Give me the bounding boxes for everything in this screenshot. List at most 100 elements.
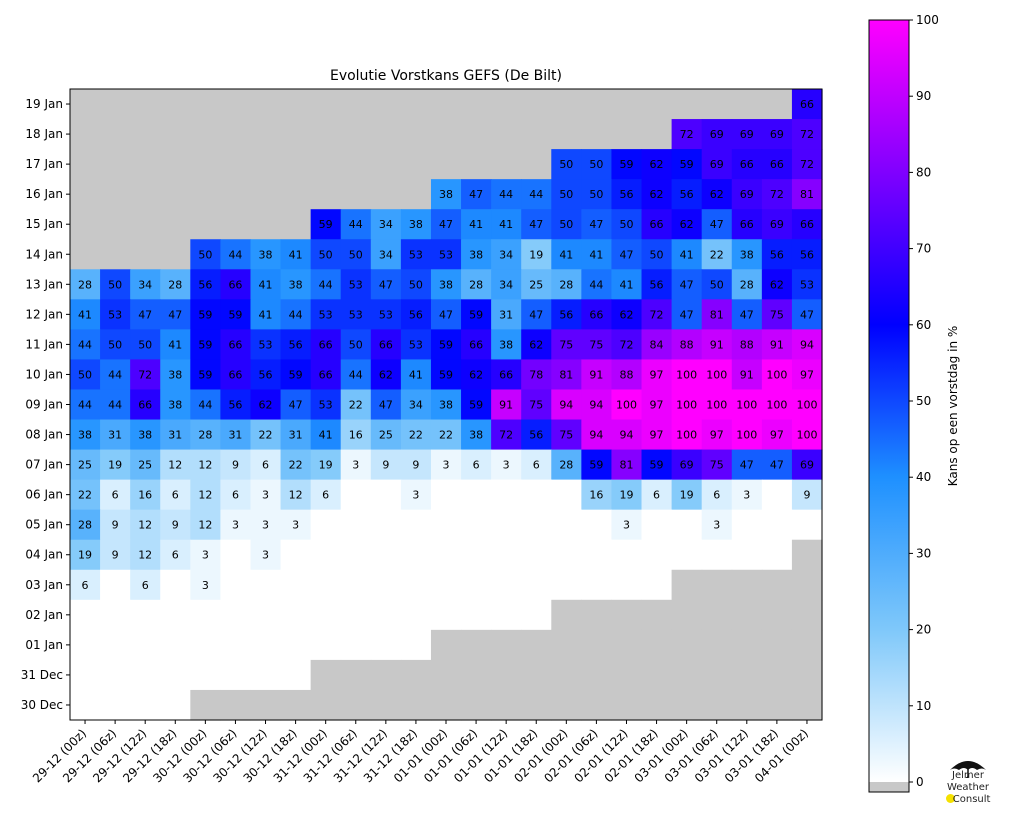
heatmap-cell [370,539,402,571]
heatmap-cell [250,599,282,631]
cell-value-label: 38 [289,278,303,291]
heatmap-cell [160,479,191,511]
logo-line-3-text: Consult [952,794,991,805]
cell-value-label: 22 [259,429,273,442]
heatmap-cell [521,389,552,421]
colorbar-tick-label: 90 [916,89,931,103]
cell-value-label: 41 [469,218,483,231]
cell-value-label: 50 [108,278,122,291]
cell-value-label: 84 [650,338,664,351]
cell-value-label: 6 [142,579,149,592]
heatmap-cell [791,359,823,391]
cell-value-label: 47 [289,399,303,412]
cell-value-label: 59 [319,218,333,231]
heatmap-cell [491,419,522,451]
heatmap-cell [160,359,191,391]
heatmap-cell [491,629,522,661]
heatmap-cell [701,209,733,240]
heatmap-cell [70,659,101,691]
cell-value-label: 69 [740,188,754,201]
heatmap-cell [370,479,402,511]
heatmap-cell [791,389,823,421]
heatmap-cell [761,599,793,631]
heatmap-cell [160,299,191,330]
cell-value-label: 78 [529,368,543,381]
heatmap-cell [521,89,552,120]
cell-value-label: 22 [349,399,363,412]
cell-value-label: 53 [349,278,363,291]
cell-value-label: 12 [198,459,212,472]
cell-value-label: 31 [289,429,303,442]
heatmap-cell [491,209,522,240]
heatmap-cell [370,269,402,300]
cell-value-label: 66 [138,399,152,412]
heatmap-cell [461,359,492,391]
heatmap-cell [461,119,492,150]
cell-value-label: 75 [710,459,724,472]
cell-value-label: 12 [138,519,152,532]
heatmap-cell [491,569,522,601]
cell-value-label: 72 [138,368,152,381]
cell-value-label: 44 [289,308,303,321]
y-tick-label: 18 Jan [25,127,63,141]
heatmap-cell [731,209,763,240]
cell-value-label: 47 [529,308,543,321]
cell-value-label: 19 [529,248,543,261]
colorbar-tick-label: 100 [916,13,939,27]
heatmap-cell [190,569,221,601]
heatmap-cell [190,389,221,421]
heatmap-cell [340,89,372,120]
heatmap-cell [190,539,221,571]
cell-value-label: 22 [409,429,423,442]
heatmap-cell [220,269,252,300]
cell-value-label: 47 [680,308,694,321]
cell-value-label: 91 [499,399,513,412]
heatmap-cell [250,419,282,451]
heatmap-cell [551,509,582,541]
heatmap-cell [671,389,703,421]
cell-value-label: 91 [589,368,603,381]
cell-value-label: 100 [796,399,817,412]
heatmap-cell [761,689,793,721]
heatmap-cell [641,209,673,240]
cell-value-label: 97 [800,368,814,381]
heatmap-cell [250,479,282,511]
heatmap-cell [701,359,733,391]
heatmap-cell [761,119,793,150]
cell-value-label: 9 [803,489,810,502]
cell-value-label: 81 [619,459,633,472]
heatmap-cell [370,599,402,631]
heatmap-cell [340,239,372,270]
heatmap-cell [130,419,161,451]
cell-value-label: 6 [473,459,480,472]
heatmap-cell [160,539,191,571]
heatmap-cell [100,569,131,601]
cell-value-label: 53 [379,308,393,321]
heatmap-cell [280,689,312,721]
y-tick-label: 04 Jan [25,548,63,562]
heatmap-cell [731,509,763,541]
cell-value-label: 12 [198,489,212,502]
heatmap-cell [280,479,312,511]
heatmap-cell [491,119,522,150]
cell-value-label: 9 [112,549,119,562]
cell-value-label: 12 [168,459,182,472]
heatmap-cell [100,449,131,481]
heatmap-cell [551,479,582,511]
heatmap-cell [70,299,101,330]
heatmap-cell [280,659,312,691]
cell-value-label: 38 [740,248,754,261]
heatmap-cell [641,689,673,721]
heatmap-cell [310,689,342,721]
cell-value-label: 62 [680,218,694,231]
heatmap-cell [430,359,462,391]
heatmap-cell [220,599,252,631]
cell-value-label: 41 [259,308,273,321]
heatmap-cell [70,239,101,270]
heatmap-cell [761,659,793,691]
cell-value-label: 72 [499,429,513,442]
heatmap-cell [581,419,613,451]
heatmap-cell [731,599,763,631]
cell-value-label: 69 [710,158,724,171]
heatmap-cell [190,419,221,451]
